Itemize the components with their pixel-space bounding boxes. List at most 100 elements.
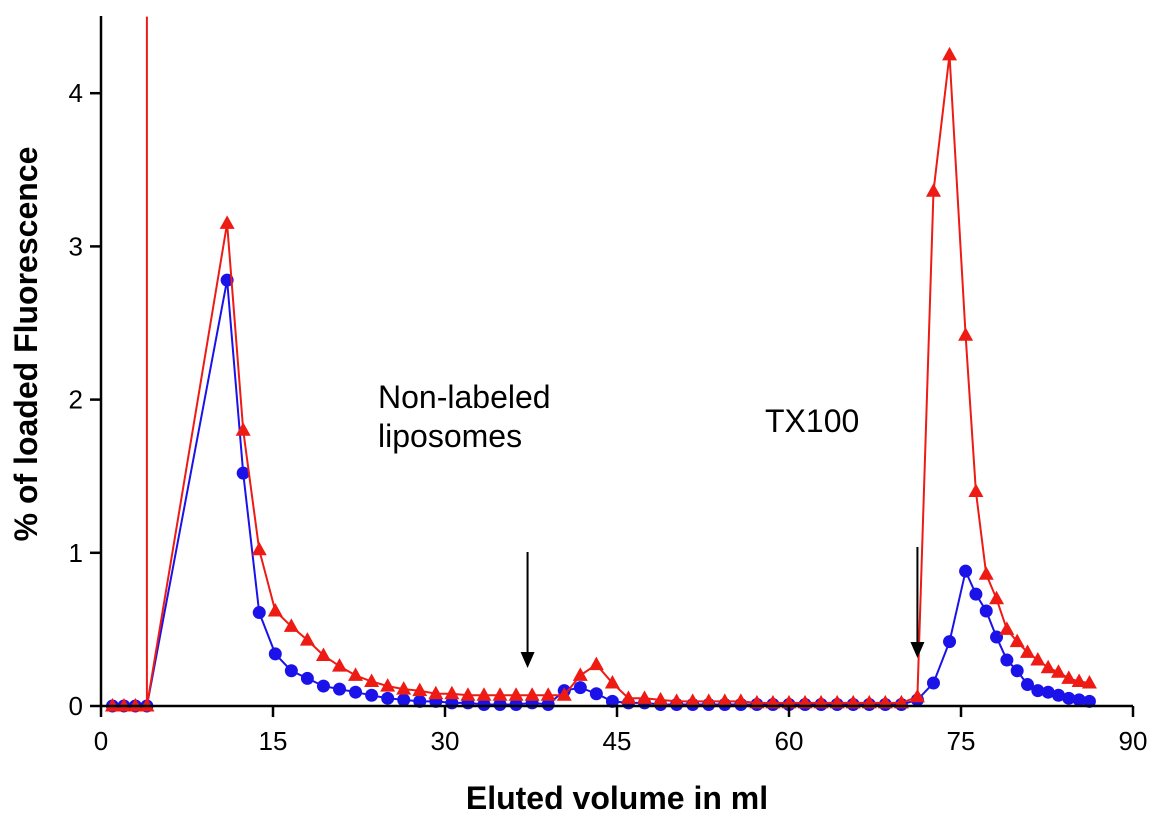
data-point xyxy=(219,215,235,229)
data-point xyxy=(413,694,427,708)
data-point xyxy=(968,483,984,498)
data-point xyxy=(979,604,993,618)
data-point xyxy=(333,682,347,696)
data-point xyxy=(267,603,283,617)
data-point xyxy=(315,647,331,661)
data-point xyxy=(1072,693,1086,707)
data-point xyxy=(524,687,540,701)
data-point xyxy=(284,664,298,678)
data-point xyxy=(685,693,701,707)
data-point xyxy=(1050,664,1066,678)
data-point xyxy=(978,566,994,580)
data-point xyxy=(541,697,555,711)
x-tick-label: 0 xyxy=(94,726,108,756)
series-line xyxy=(112,279,1090,707)
series-circle xyxy=(105,273,1096,713)
data-point xyxy=(969,587,983,601)
x-tick-label: 90 xyxy=(1119,726,1148,756)
data-point xyxy=(1061,670,1077,684)
data-point xyxy=(492,687,508,701)
x-tick-label: 15 xyxy=(259,726,288,756)
y-axis-title: % of loaded Fluorescence xyxy=(8,147,44,542)
data-point xyxy=(605,694,619,708)
data-point xyxy=(493,697,507,711)
data-point xyxy=(412,682,428,697)
data-point xyxy=(588,656,604,671)
data-point xyxy=(1030,652,1046,666)
x-tick-label: 75 xyxy=(947,726,976,756)
data-point xyxy=(1031,684,1045,698)
data-point xyxy=(926,676,940,690)
data-point xyxy=(701,693,717,707)
data-point xyxy=(1000,653,1014,667)
plot-area: 0 15 30 45 60 75 90 0 1 2 3 4 Non-labeledliposomes… xyxy=(69,16,1148,756)
series-layer xyxy=(104,16,1097,713)
annotation-text: liposomes xyxy=(378,418,522,454)
data-point xyxy=(1040,659,1056,674)
data-point xyxy=(1082,694,1096,708)
x-tick-label: 60 xyxy=(775,726,804,756)
annotation-text: TX100 xyxy=(765,403,859,439)
data-point xyxy=(989,590,1005,605)
x-axis-title: Eluted volume in ml xyxy=(466,780,768,816)
data-point xyxy=(1041,685,1055,699)
data-point xyxy=(943,635,957,649)
data-point xyxy=(637,690,653,704)
data-point xyxy=(620,690,636,704)
data-point xyxy=(476,687,492,701)
y-tick-label: 2 xyxy=(69,385,83,415)
data-point xyxy=(364,673,380,687)
data-point xyxy=(653,691,669,706)
data-point xyxy=(604,675,620,689)
data-point xyxy=(236,466,250,480)
data-point xyxy=(235,422,251,436)
data-point xyxy=(1062,691,1076,705)
data-point xyxy=(509,697,523,711)
data-point xyxy=(1071,673,1087,687)
data-point xyxy=(380,678,396,692)
data-point xyxy=(556,687,572,701)
data-point xyxy=(332,658,348,672)
series-triangle xyxy=(104,16,1097,712)
data-point xyxy=(477,697,491,711)
y-ticks: 0 1 2 3 4 xyxy=(69,78,101,721)
data-point xyxy=(396,681,412,695)
y-tick-label: 0 xyxy=(69,691,83,721)
data-point xyxy=(572,667,588,681)
data-point xyxy=(573,681,587,695)
data-point xyxy=(958,327,974,341)
data-point xyxy=(1021,678,1035,692)
data-point xyxy=(1081,675,1097,689)
data-point xyxy=(925,183,941,197)
y-tick-label: 4 xyxy=(69,78,83,108)
data-point xyxy=(428,685,444,700)
data-point xyxy=(251,541,267,556)
data-point xyxy=(460,687,476,701)
data-point xyxy=(508,687,524,701)
data-point xyxy=(990,630,1004,644)
data-point xyxy=(959,564,973,578)
data-point xyxy=(348,667,364,681)
data-point xyxy=(1010,664,1024,678)
data-point xyxy=(909,688,925,703)
data-point xyxy=(733,693,749,707)
data-point xyxy=(268,647,282,661)
data-point xyxy=(300,671,314,685)
data-point xyxy=(252,606,266,620)
data-point xyxy=(381,691,395,705)
x-tick-label: 30 xyxy=(431,726,460,756)
annotation: TX100 xyxy=(765,403,925,658)
data-point xyxy=(999,621,1015,635)
data-point xyxy=(349,685,363,699)
data-point xyxy=(1009,633,1025,648)
data-point xyxy=(540,687,556,701)
data-point xyxy=(942,46,958,61)
x-tick-label: 45 xyxy=(603,726,632,756)
data-point xyxy=(365,688,379,702)
data-point xyxy=(717,693,733,707)
y-tick-label: 1 xyxy=(69,538,83,568)
data-point xyxy=(589,687,603,701)
data-point xyxy=(669,693,685,707)
